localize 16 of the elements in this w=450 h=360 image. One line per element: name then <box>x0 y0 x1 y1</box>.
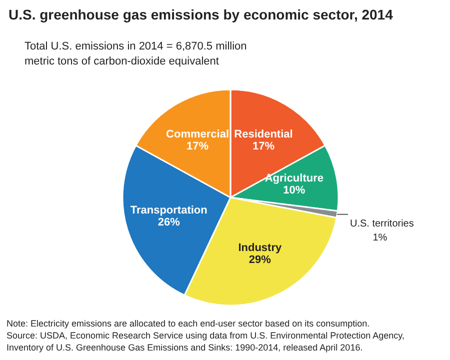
source-note: Source: USDA, Economic Research Service using data from U.S. Environmental Protection Agency, Inventory of U.S. Greenhouse Gas Emissions and Sinks: 1990-2014, released April 2016. <box>6 330 405 352</box>
data-label: 10% <box>283 184 306 196</box>
slice-label: U.S. territories <box>350 218 414 230</box>
slice-label: Transportation <box>130 204 208 217</box>
slice-label: Residential <box>234 128 293 141</box>
chart-subtitle: Total U.S. emissions in 2014 = 6,870.5 million metric tons of carbon-dioxide equivalent <box>24 40 247 68</box>
data-label: 17% <box>186 140 209 153</box>
data-label: 29% <box>248 254 272 266</box>
slice-label: Commercial <box>166 128 230 141</box>
slice-label: Industry <box>238 242 282 254</box>
slice-label: Agriculture <box>264 172 324 184</box>
data-label: 26% <box>158 216 180 229</box>
chart-title: U.S. greenhouse gas emissions by economic sector, 2014 <box>8 6 394 22</box>
data-label: 1% <box>372 232 388 244</box>
text: Note: Electricity emissions are allocated to each end-user sector based on its consumption. <box>6 318 370 328</box>
data-label: 17% <box>252 140 275 153</box>
